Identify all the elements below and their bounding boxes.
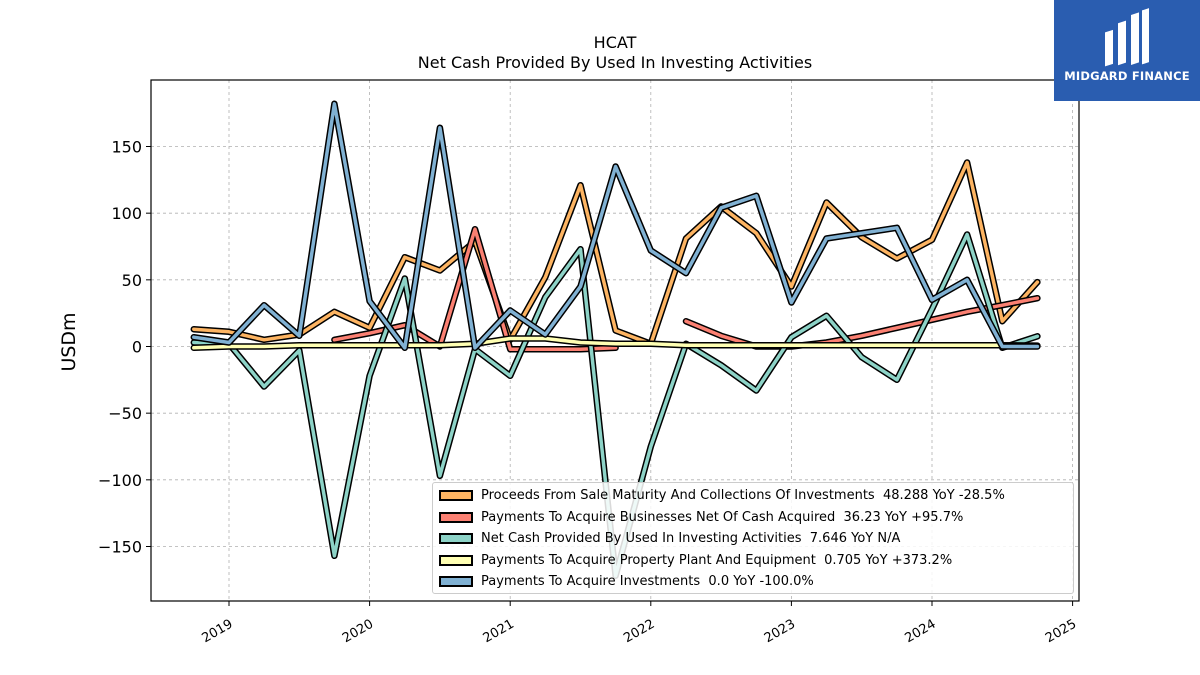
y-axis: −150 −100 −50 0 50 100 150 [98,138,151,556]
legend-label-net-cash: Net Cash Provided By Used In Investing A… [481,530,901,546]
x-tick-label: 2022 [621,617,657,647]
plot-frame [150,79,1080,602]
y-tick-label: 100 [111,204,142,223]
legend-item-ppe: Payments To Acquire Property Plant And E… [439,552,952,568]
series-line [192,336,1040,350]
series-4 [190,100,1041,352]
y-tick-label: −50 [108,404,142,423]
x-tick-label: 2019 [199,617,235,647]
y-axis-label: USDm [58,312,80,371]
legend-swatch-acquire-businesses [439,511,473,523]
chart-title: HCAT [594,33,637,52]
series-3 [190,335,1041,352]
series-line [332,227,618,351]
series-0 [190,159,1041,348]
series-line-outline [190,100,1041,352]
legend: Proceeds From Sale Maturity And Collecti… [432,482,1074,594]
legend-swatch-investments [439,575,473,587]
legend-swatch-net-cash [439,532,473,544]
y-tick-label: −100 [98,471,142,490]
series-line-outline [682,294,1041,350]
series-line [192,160,1040,346]
x-axis: 2019 2020 2021 2022 2023 2024 2025 [199,601,1079,646]
series-layer [190,100,1041,580]
legend-label-acquire-businesses: Payments To Acquire Businesses Net Of Ca… [481,509,964,525]
chart-subtitle: Net Cash Provided By Used In Investing A… [418,53,812,72]
y-tick-label: 50 [122,271,142,290]
series-line [192,102,1040,350]
y-tick-label: 150 [111,138,142,157]
legend-swatch-ppe [439,554,473,566]
legend-item-proceeds: Proceeds From Sale Maturity And Collecti… [439,487,1005,503]
logo-text: MIDGARD FINANCE [1064,69,1190,83]
x-tick-label: 2024 [902,617,938,647]
x-tick-label: 2023 [762,617,798,647]
legend-label-ppe: Payments To Acquire Property Plant And E… [481,552,953,568]
legend-label-investments: Payments To Acquire Investments 0.0 YoY … [481,573,814,589]
legend-label-proceeds: Proceeds From Sale Maturity And Collecti… [481,487,1005,503]
legend-item-acquire-businesses: Payments To Acquire Businesses Net Of Ca… [439,509,963,525]
brand-logo: MIDGARD FINANCE [1054,0,1200,101]
x-tick-label: 2025 [1043,617,1079,647]
y-tick-label: 0 [132,338,142,357]
legend-swatch-proceeds [439,489,473,501]
y-tick-label: −150 [98,537,142,556]
legend-item-net-cash: Net Cash Provided By Used In Investing A… [439,530,900,546]
x-tick-label: 2020 [340,617,376,647]
logo-mark-icon [1105,8,1149,67]
x-tick-label: 2021 [481,617,517,647]
legend-item-investments: Payments To Acquire Investments 0.0 YoY … [439,573,814,589]
